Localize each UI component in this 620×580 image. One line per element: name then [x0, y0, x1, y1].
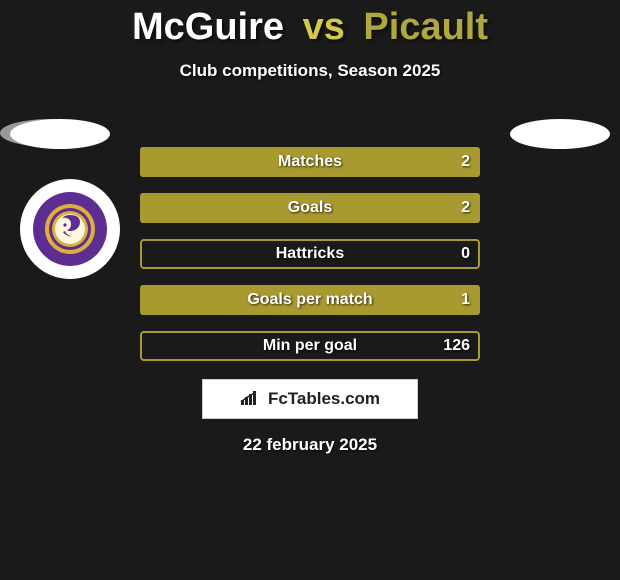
subtitle: Club competitions, Season 2025	[0, 61, 620, 81]
player1-photo-placeholder	[10, 119, 110, 149]
stat-row: Goals2	[140, 193, 480, 223]
stat-row: Min per goal126	[140, 331, 480, 361]
stats-bars: Matches2 Goals2 Hattricks0 Goals per match1…	[140, 147, 480, 361]
stat-fill	[140, 193, 480, 223]
comparison-stage: Matches2 Goals2 Hattricks0 Goals per match1…	[0, 119, 620, 455]
stat-track	[140, 331, 480, 361]
player2-name: Picault	[363, 6, 488, 48]
stat-row: Hattricks0	[140, 239, 480, 269]
stat-row: Matches2	[140, 147, 480, 177]
comparison-title: McGuire vs Picault	[0, 0, 620, 49]
vs-separator: vs	[303, 6, 345, 48]
bars-icon	[240, 390, 262, 408]
brand-text: FcTables.com	[268, 389, 380, 409]
orlando-city-icon	[33, 192, 107, 266]
stat-fill	[140, 285, 480, 315]
player1-club-badge	[20, 179, 120, 279]
stat-track	[140, 239, 480, 269]
snapshot-date: 22 february 2025	[0, 435, 620, 455]
player2-photo-placeholder	[510, 119, 610, 149]
player1-name: McGuire	[132, 6, 284, 48]
stat-fill	[140, 147, 480, 177]
stat-row: Goals per match1	[140, 285, 480, 315]
brand-watermark: FcTables.com	[202, 379, 418, 419]
